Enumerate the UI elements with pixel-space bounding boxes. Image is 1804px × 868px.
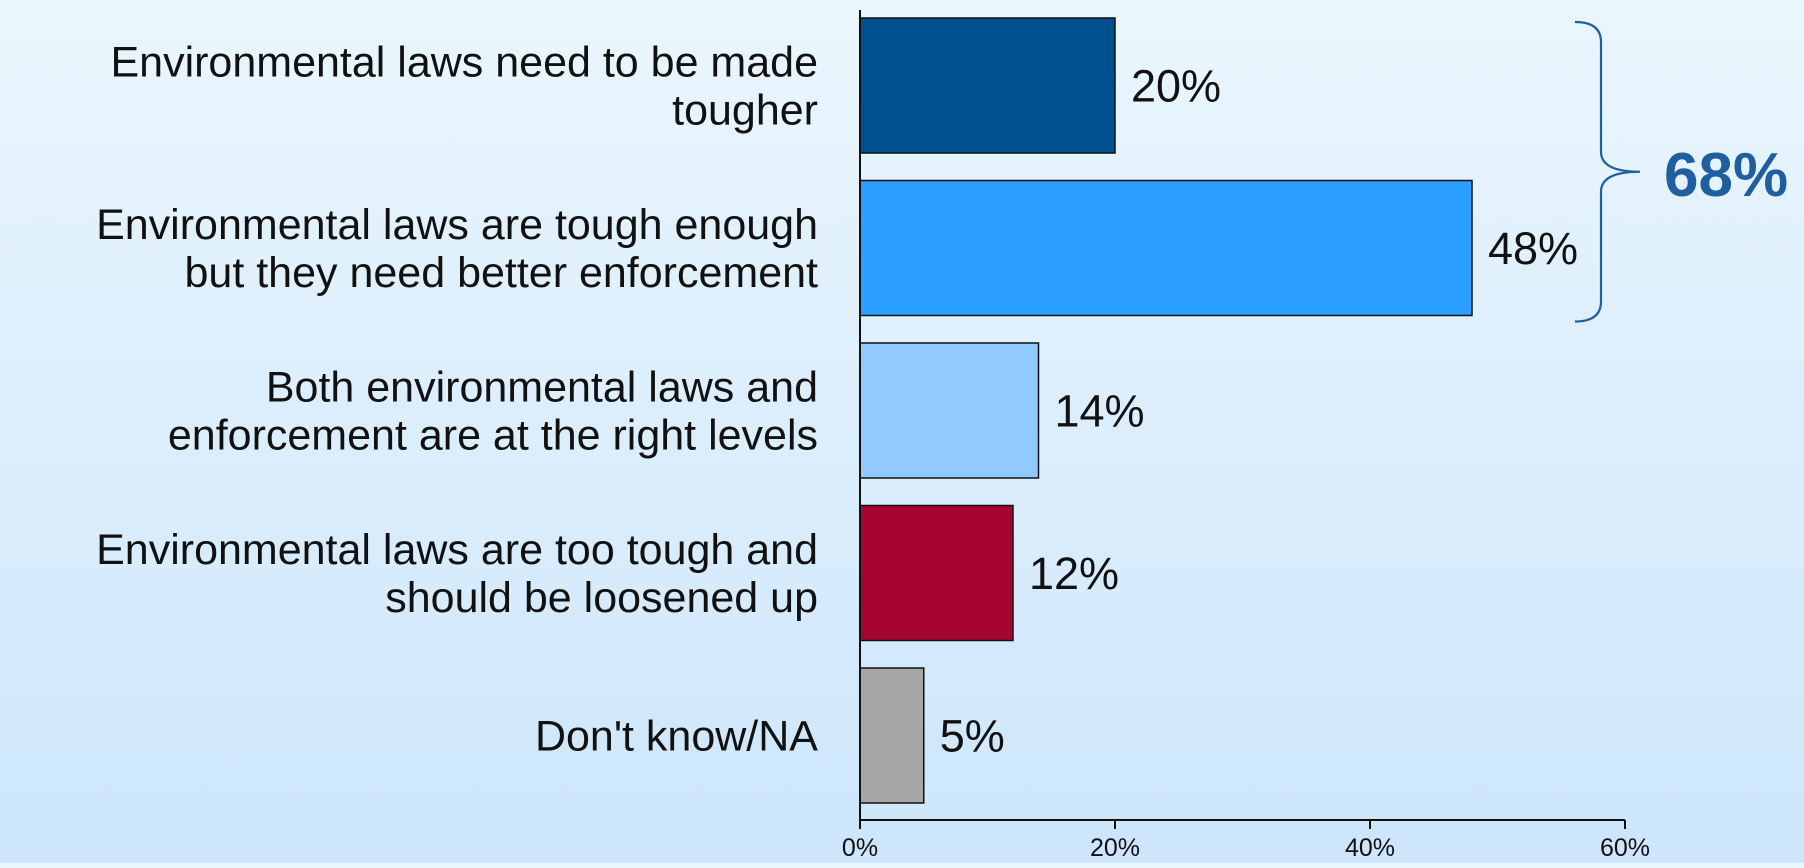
value-label-4: 5%	[940, 711, 1005, 762]
category-label-2-line-1: enforcement are at the right levels	[168, 412, 818, 460]
bars-layer	[859, 17, 1473, 804]
bar-1	[859, 179, 1473, 317]
curly-brace	[1574, 20, 1641, 323]
x-tick-label-2: 40%	[1345, 834, 1395, 862]
category-label-2-line-0: Both environmental laws and	[266, 364, 818, 412]
category-labels-layer: Environmental laws need to be madetoughe…	[96, 39, 818, 761]
category-label-1-line-1: but they need better enforcement	[185, 249, 819, 297]
axis-layer: 0% 20% 40% 60%	[842, 10, 1650, 862]
category-label-1-line-0: Environmental laws are tough enough	[96, 201, 818, 249]
category-label-3-line-0: Environmental laws are too tough and	[96, 526, 818, 574]
value-label-2: 14%	[1055, 386, 1145, 437]
x-tick-label-3: 60%	[1600, 834, 1650, 862]
bar-2	[859, 342, 1040, 479]
bar-3	[859, 504, 1014, 642]
bar-4	[859, 667, 925, 804]
category-label-3-line-1: should be loosened up	[385, 574, 818, 622]
bar-0	[859, 17, 1116, 154]
category-label-0-line-0: Environmental laws need to be made	[110, 39, 818, 87]
category-label-4-line-0: Don't know/NA	[535, 713, 818, 761]
x-tick-label-0: 0%	[842, 834, 878, 862]
annotation-layer: 68%	[1574, 20, 1788, 323]
x-tick-label-1: 20%	[1090, 834, 1140, 862]
category-label-0-line-1: tougher	[672, 87, 818, 135]
value-label-3: 12%	[1029, 548, 1119, 599]
value-labels-layer: 20% 48% 14% 12% 5%	[940, 61, 1578, 762]
value-label-1: 48%	[1488, 223, 1578, 274]
brace-total-label: 68%	[1664, 141, 1788, 210]
value-label-0: 20%	[1131, 61, 1221, 112]
